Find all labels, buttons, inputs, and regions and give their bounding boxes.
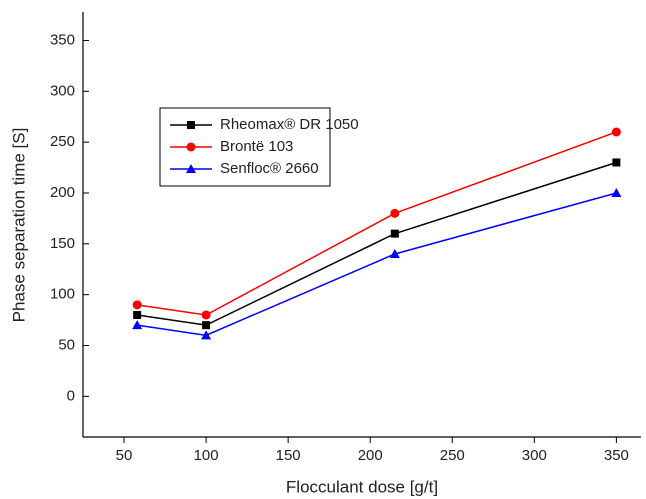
legend-marker <box>186 164 196 173</box>
y-tick-label: 50 <box>58 336 75 353</box>
x-tick-label: 350 <box>604 447 629 464</box>
legend-marker <box>187 121 195 129</box>
x-axis-label: Flocculant dose [g/t] <box>286 477 438 496</box>
marker <box>133 310 142 319</box>
x-tick-label: 300 <box>522 447 547 464</box>
marker <box>201 330 212 340</box>
legend-label: Rheomax® DR 1050 <box>220 116 359 133</box>
y-axis-label: Phase separation time [S] <box>9 128 28 323</box>
legend-label: Senfloc® 2660 <box>220 160 319 177</box>
y-tick-label: 200 <box>50 184 75 201</box>
y-tick-label: 350 <box>50 31 75 48</box>
x-tick-label: 100 <box>194 447 219 464</box>
marker <box>132 300 142 310</box>
x-tick-label: 250 <box>440 447 465 464</box>
y-tick-label: 250 <box>50 133 75 150</box>
marker <box>390 229 399 238</box>
series-line <box>137 161 617 326</box>
x-tick-label: 150 <box>276 447 301 464</box>
marker <box>612 158 621 167</box>
marker <box>201 310 211 320</box>
legend-marker <box>186 142 196 152</box>
series-line <box>137 131 617 316</box>
marker <box>202 321 211 330</box>
x-tick-label: 50 <box>116 447 133 464</box>
y-tick-label: 0 <box>67 387 75 404</box>
y-tick-label: 150 <box>50 235 75 252</box>
marker <box>389 248 400 258</box>
y-tick-label: 300 <box>50 82 75 99</box>
marker <box>611 187 622 197</box>
legend-label: Brontë 103 <box>220 138 293 155</box>
x-tick-label: 200 <box>358 447 383 464</box>
series-line <box>137 192 617 337</box>
marker <box>132 320 143 330</box>
y-tick-label: 100 <box>50 286 75 303</box>
marker <box>390 208 400 218</box>
marker <box>611 127 621 137</box>
